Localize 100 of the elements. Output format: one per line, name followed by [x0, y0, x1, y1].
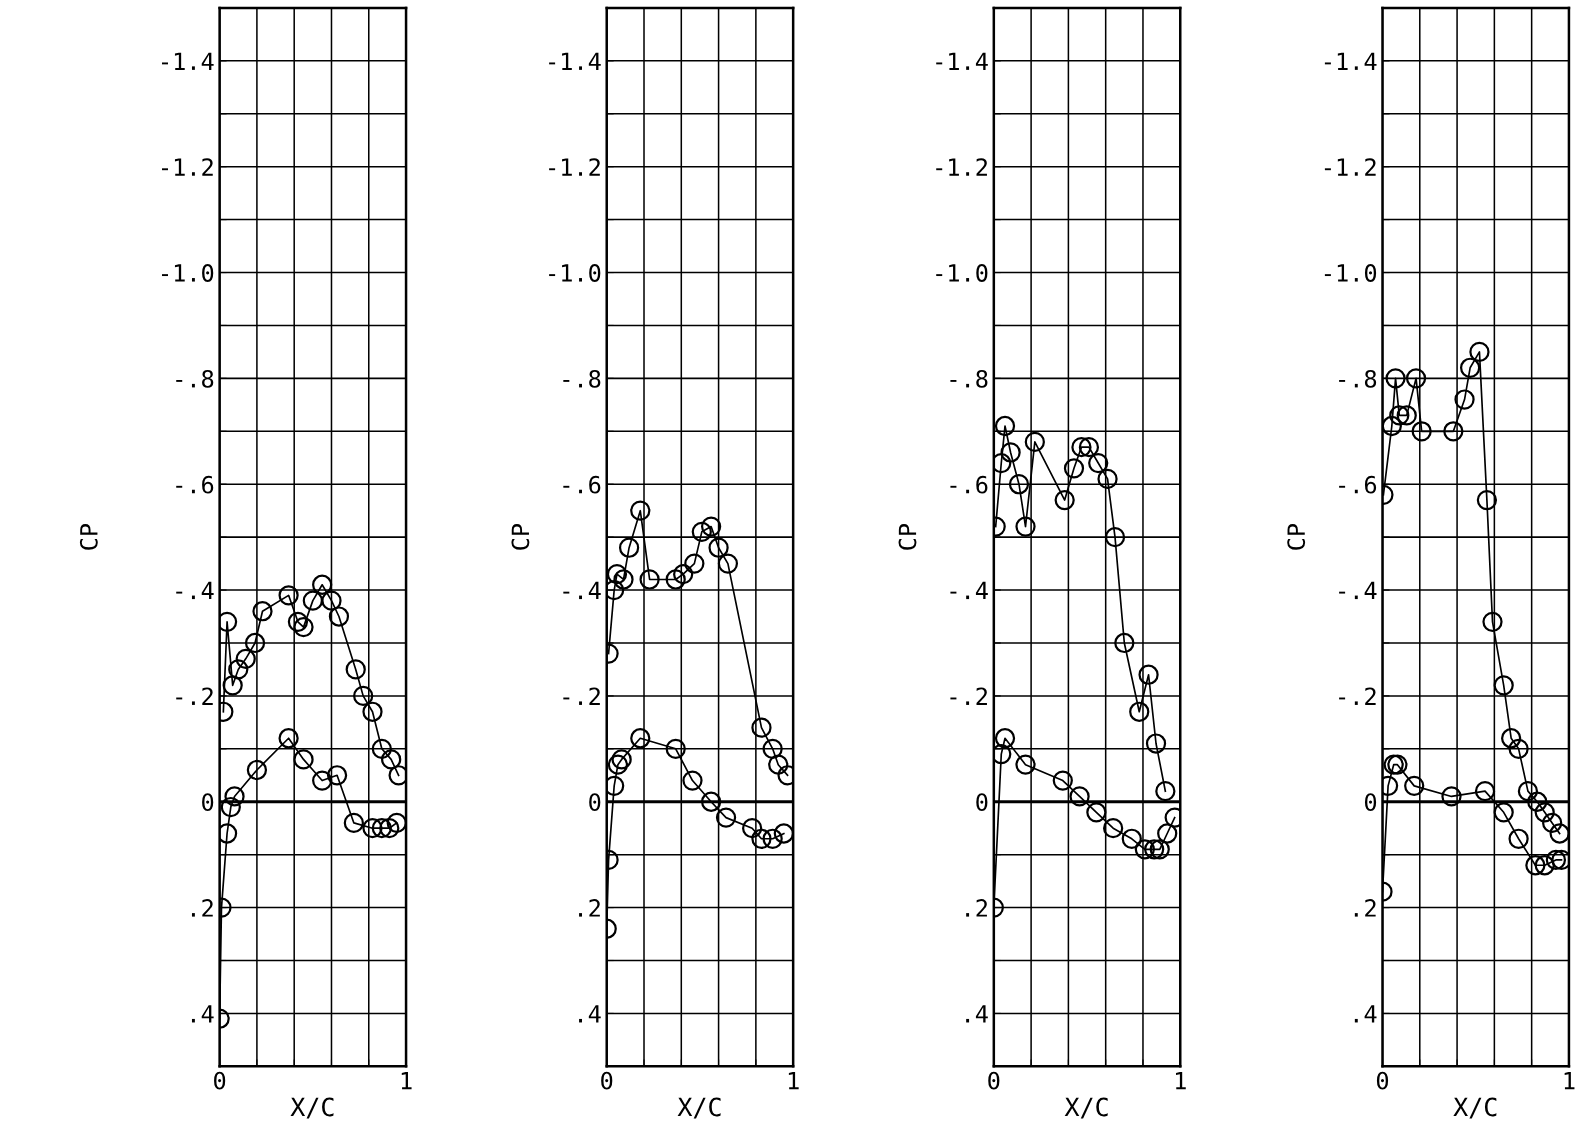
point	[328, 606, 350, 627]
point	[773, 823, 794, 844]
point	[246, 759, 268, 781]
x-axis-title: X/C	[290, 1097, 334, 1119]
y-tick-label: -.2	[950, 687, 987, 705]
point	[630, 500, 651, 521]
point	[700, 791, 722, 812]
point	[1129, 701, 1150, 722]
point	[606, 579, 625, 601]
point	[1469, 341, 1490, 363]
point	[611, 749, 632, 770]
y-tick-label: -.6	[950, 475, 988, 494]
point	[665, 569, 686, 590]
x-tick-label: 0	[988, 1071, 1000, 1090]
y-tick-label: -1.0	[936, 264, 988, 282]
point	[1404, 775, 1425, 796]
point	[1405, 368, 1427, 389]
y-tick-label: -.8	[563, 369, 601, 388]
y-tick-label: -1.4	[1324, 52, 1377, 70]
point	[1493, 675, 1514, 696]
point	[302, 590, 323, 611]
y-tick-label: 0	[1364, 793, 1377, 812]
point	[993, 452, 1012, 474]
y-tick-label: .2	[1354, 899, 1376, 917]
point	[1527, 791, 1548, 812]
point	[607, 754, 629, 775]
point	[762, 828, 783, 849]
point	[1493, 802, 1514, 823]
point	[1145, 733, 1167, 754]
point	[1069, 786, 1090, 807]
point	[1052, 770, 1073, 791]
point	[1501, 728, 1522, 749]
point	[312, 574, 333, 595]
y-tick-label: -1.0	[549, 264, 601, 282]
y-tick-label: -1.2	[162, 158, 213, 176]
point	[371, 738, 392, 759]
point	[994, 728, 1016, 749]
point	[1078, 437, 1100, 458]
y-axis-title: CP	[1287, 523, 1306, 550]
x-tick-label: 1	[788, 1072, 799, 1090]
point	[252, 601, 273, 622]
y-tick-label: -1.2	[1324, 158, 1376, 176]
point	[1008, 474, 1030, 495]
point	[1071, 437, 1092, 458]
point	[1054, 489, 1075, 511]
point	[1138, 664, 1159, 685]
point	[362, 818, 383, 839]
y-tick-label: -.6	[176, 475, 214, 494]
point	[1411, 421, 1432, 442]
x-tick-label: 1	[1175, 1072, 1186, 1090]
point	[613, 569, 634, 590]
x-tick-label: 1	[1564, 1072, 1575, 1090]
point	[1385, 368, 1406, 389]
point	[993, 743, 1012, 765]
point	[1103, 818, 1124, 839]
x-tick-label: 1	[401, 1072, 412, 1090]
point	[1389, 405, 1410, 426]
point	[665, 738, 686, 759]
point	[326, 765, 348, 786]
point	[353, 685, 374, 707]
y-tick-label: .4	[191, 1005, 214, 1023]
point	[768, 754, 789, 775]
y-axis-title: CP	[898, 523, 917, 550]
point	[386, 812, 407, 834]
y-tick-label: .2	[191, 899, 213, 917]
point	[220, 796, 241, 818]
point	[762, 738, 783, 759]
point	[1024, 431, 1045, 453]
point	[278, 728, 299, 749]
point	[343, 812, 364, 834]
y-tick-label: .4	[579, 1005, 601, 1023]
y-tick-label: -.4	[176, 581, 214, 600]
point	[222, 675, 243, 696]
point	[1542, 812, 1563, 834]
point	[278, 585, 299, 606]
point	[321, 590, 342, 611]
x-axis-title: X/C	[1453, 1097, 1497, 1119]
y-tick-label: .2	[966, 899, 987, 917]
point	[1474, 781, 1496, 802]
y-tick-label: 0	[976, 793, 988, 812]
point	[293, 616, 314, 638]
point	[1549, 823, 1569, 844]
point	[1000, 442, 1021, 463]
point	[742, 818, 763, 839]
y-tick-label: .4	[1354, 1005, 1377, 1023]
point	[1382, 415, 1402, 437]
point	[1459, 357, 1481, 378]
y-tick-label: 0	[202, 793, 214, 812]
point	[682, 770, 703, 791]
point	[1508, 828, 1529, 849]
y-tick-label: -.2	[1339, 687, 1376, 705]
y-tick-label: .4	[966, 1005, 988, 1023]
point	[1097, 468, 1118, 490]
point	[219, 611, 238, 632]
point	[1015, 754, 1036, 775]
point	[362, 701, 383, 722]
point	[244, 632, 266, 654]
point	[684, 553, 705, 574]
x-axis-title: X/C	[1064, 1097, 1108, 1119]
point	[1157, 823, 1178, 844]
